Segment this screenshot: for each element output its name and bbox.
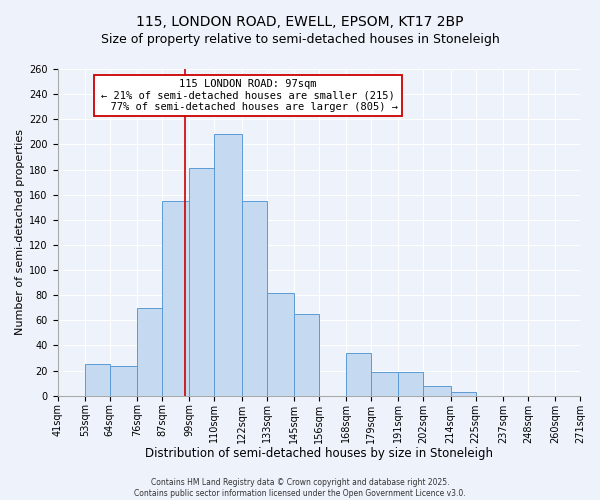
Text: 115, LONDON ROAD, EWELL, EPSOM, KT17 2BP: 115, LONDON ROAD, EWELL, EPSOM, KT17 2BP [136, 15, 464, 29]
Text: Contains HM Land Registry data © Crown copyright and database right 2025.
Contai: Contains HM Land Registry data © Crown c… [134, 478, 466, 498]
Bar [398, 372, 423, 396]
Bar [451, 392, 476, 396]
Bar [294, 314, 319, 396]
Bar [189, 168, 214, 396]
Bar [266, 292, 294, 396]
Text: 115 LONDON ROAD: 97sqm
← 21% of semi-detached houses are smaller (215)
  77% of : 115 LONDON ROAD: 97sqm ← 21% of semi-det… [98, 79, 398, 112]
Bar [110, 366, 137, 396]
Bar [85, 364, 110, 396]
Bar [371, 372, 398, 396]
Bar [423, 386, 451, 396]
Bar [162, 201, 189, 396]
Bar [137, 308, 162, 396]
Y-axis label: Number of semi-detached properties: Number of semi-detached properties [15, 130, 25, 336]
Bar [242, 201, 266, 396]
Bar [214, 134, 242, 396]
X-axis label: Distribution of semi-detached houses by size in Stoneleigh: Distribution of semi-detached houses by … [145, 447, 493, 460]
Bar [346, 353, 371, 396]
Text: Size of property relative to semi-detached houses in Stoneleigh: Size of property relative to semi-detach… [101, 32, 499, 46]
